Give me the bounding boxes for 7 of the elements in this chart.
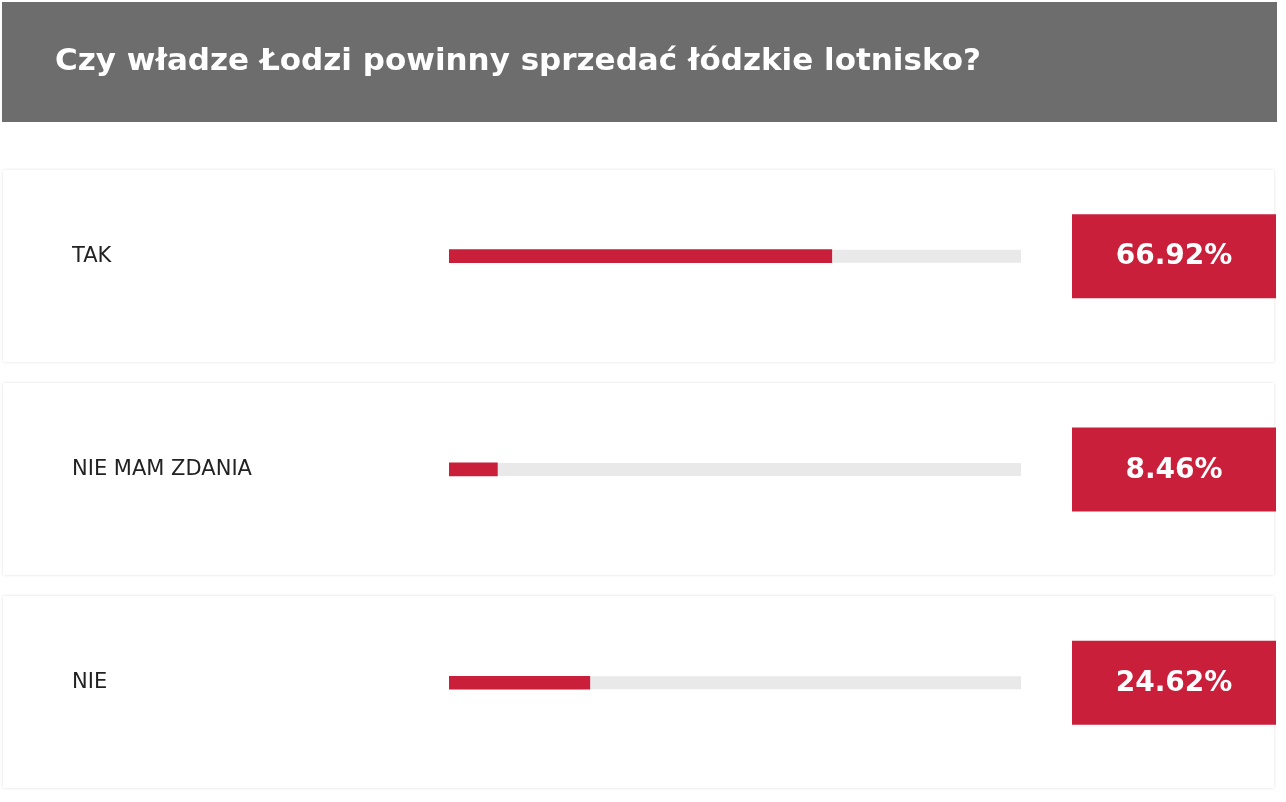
y-tick-label: NIE (72, 669, 108, 694)
y-tick-label: NIE MAM ZDANIA (72, 455, 253, 480)
chart-title: Czy władze Łodzi powinny sprzedać łódzkie lotnisko? (55, 41, 981, 77)
data-label: 66.92% (1115, 238, 1233, 272)
data-label: 8.46% (1125, 451, 1223, 485)
y-tick-label: TAK (71, 242, 113, 267)
data-label: 24.62% (1115, 665, 1233, 699)
